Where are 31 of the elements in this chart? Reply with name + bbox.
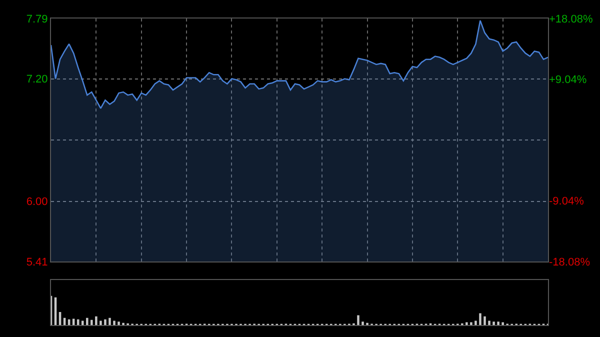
bar: [108, 318, 111, 326]
bar: [118, 322, 120, 326]
bar: [72, 318, 75, 326]
y-tick-label: 5.41: [26, 256, 48, 268]
y-tick-label: 7.79: [26, 13, 48, 26]
bar: [366, 322, 368, 326]
y2-tick-label: -18.08%: [549, 256, 590, 268]
bar: [362, 322, 364, 326]
bar: [484, 316, 486, 326]
bar: [502, 322, 504, 326]
bar: [357, 315, 360, 326]
bar: [95, 316, 98, 326]
bar: [492, 322, 495, 326]
bar: [113, 320, 116, 326]
bar: [122, 322, 124, 326]
bar: [100, 320, 102, 326]
bar: [474, 320, 477, 326]
y2-tick-label: +9.04%: [549, 74, 587, 86]
bar: [497, 322, 500, 326]
bar: [104, 319, 106, 326]
bar: [86, 318, 88, 326]
y-tick-label: 7.20: [26, 74, 48, 86]
y2-tick-label: -9.04%: [549, 196, 584, 208]
bar: [470, 322, 472, 326]
bar: [466, 322, 468, 326]
bar: [488, 320, 490, 326]
y-tick-label: 6.00: [26, 196, 48, 208]
y2-tick-label: +18.08%: [549, 13, 593, 26]
bar: [479, 313, 482, 326]
bar: [90, 320, 93, 326]
bar: [82, 320, 84, 326]
